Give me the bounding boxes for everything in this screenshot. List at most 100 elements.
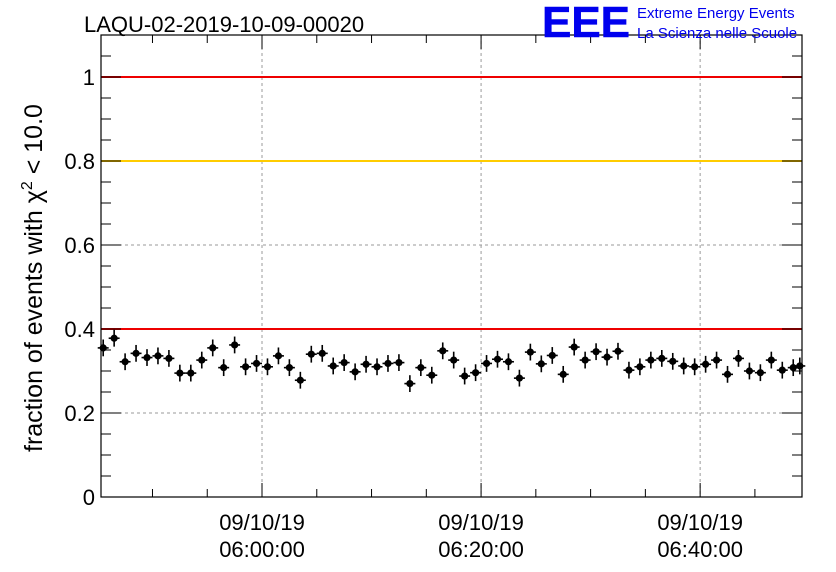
data-point [207, 339, 219, 357]
data-marker [636, 363, 644, 371]
data-point [590, 343, 602, 361]
y-axis-label-suffix: < 10.0 [20, 104, 48, 181]
data-point [141, 349, 153, 366]
data-point [272, 347, 284, 365]
data-marker [198, 356, 206, 364]
data-marker [263, 363, 272, 371]
data-point [776, 361, 788, 379]
y-tick-label: 0.2 [64, 401, 95, 426]
data-point [524, 343, 536, 361]
data-marker [340, 359, 348, 367]
data-marker [395, 359, 403, 367]
data-point [513, 369, 525, 387]
data-marker [384, 359, 392, 368]
data-marker [680, 362, 688, 370]
data-point [568, 338, 580, 356]
data-marker [570, 343, 578, 351]
data-point [743, 362, 755, 380]
data-point [349, 363, 361, 381]
data-marker [581, 356, 589, 364]
data-marker [537, 360, 545, 368]
data-marker [329, 362, 337, 370]
y-tick-label: 0.8 [64, 149, 95, 174]
data-point [492, 350, 503, 368]
data-marker [461, 372, 469, 380]
data-marker [176, 369, 184, 377]
data-point [700, 355, 712, 373]
data-marker [406, 380, 414, 388]
data-point [371, 358, 383, 376]
data-marker [471, 369, 480, 377]
data-point [338, 354, 350, 371]
data-point [251, 355, 263, 372]
data-marker [625, 366, 633, 374]
data-marker [515, 374, 524, 382]
data-marker [493, 355, 502, 363]
data-point [218, 359, 230, 377]
data-marker [121, 358, 129, 366]
data-point [557, 365, 569, 383]
data-point [732, 350, 744, 367]
data-point [645, 351, 657, 369]
data-marker [504, 358, 513, 366]
data-point [163, 350, 175, 367]
eee-logo-line2: La Scienza nelle Scuole [637, 25, 797, 42]
data-point [448, 351, 460, 369]
data-marker [592, 348, 600, 356]
data-marker [789, 364, 797, 372]
data-marker [351, 368, 359, 376]
data-point [185, 364, 197, 382]
data-marker [658, 354, 666, 362]
data-marker [450, 356, 458, 364]
reference-lines [101, 76, 802, 330]
data-point [689, 358, 701, 376]
data-point [327, 357, 339, 375]
data-point [711, 351, 723, 369]
data-marker [143, 353, 151, 362]
x-tick-date: 09/10/19 [219, 510, 305, 535]
data-marker [669, 357, 677, 365]
eee-logo: EEE Extreme Energy Events La Scienza nel… [542, 0, 797, 47]
data-point [667, 352, 679, 370]
data-point [765, 351, 777, 369]
data-point [623, 361, 635, 379]
data-point [426, 366, 438, 384]
data-marker [373, 363, 381, 371]
y-tick-label: 0 [83, 485, 95, 510]
data-point [459, 367, 471, 385]
y-tick-label: 1 [83, 65, 95, 90]
data-marker [187, 369, 195, 377]
data-marker [307, 350, 315, 358]
x-tick-date: 09/10/19 [657, 510, 743, 535]
data-marker [209, 344, 217, 352]
data-marker [559, 370, 567, 378]
data-point [152, 347, 164, 365]
data-point [393, 354, 405, 371]
data-marker [274, 352, 283, 360]
y-axis-label-exponent: 2 [19, 181, 36, 190]
data-marker [439, 347, 447, 355]
data-point [119, 353, 131, 371]
data-point [382, 355, 394, 372]
data-marker [285, 364, 293, 372]
data-point [196, 351, 208, 369]
data-marker [723, 370, 732, 378]
data-point [360, 355, 372, 373]
data-marker [110, 334, 118, 342]
data-point [601, 348, 613, 366]
data-marker [482, 359, 491, 368]
data-point [481, 355, 493, 372]
data-marker [778, 366, 786, 374]
x-tick-time: 06:00:00 [219, 537, 305, 562]
data-point [535, 355, 547, 373]
data-point [794, 357, 806, 375]
chart-title: LAQU-02-2019-10-09-00020 [84, 12, 364, 37]
data-marker [734, 354, 743, 362]
data-marker [756, 369, 764, 377]
data-point [470, 364, 482, 382]
data-marker [132, 349, 140, 357]
x-tick-time: 06:40:00 [657, 537, 743, 562]
data-marker [712, 356, 721, 364]
data-point [579, 351, 591, 369]
eee-logo-line1: Extreme Energy Events [637, 5, 795, 22]
